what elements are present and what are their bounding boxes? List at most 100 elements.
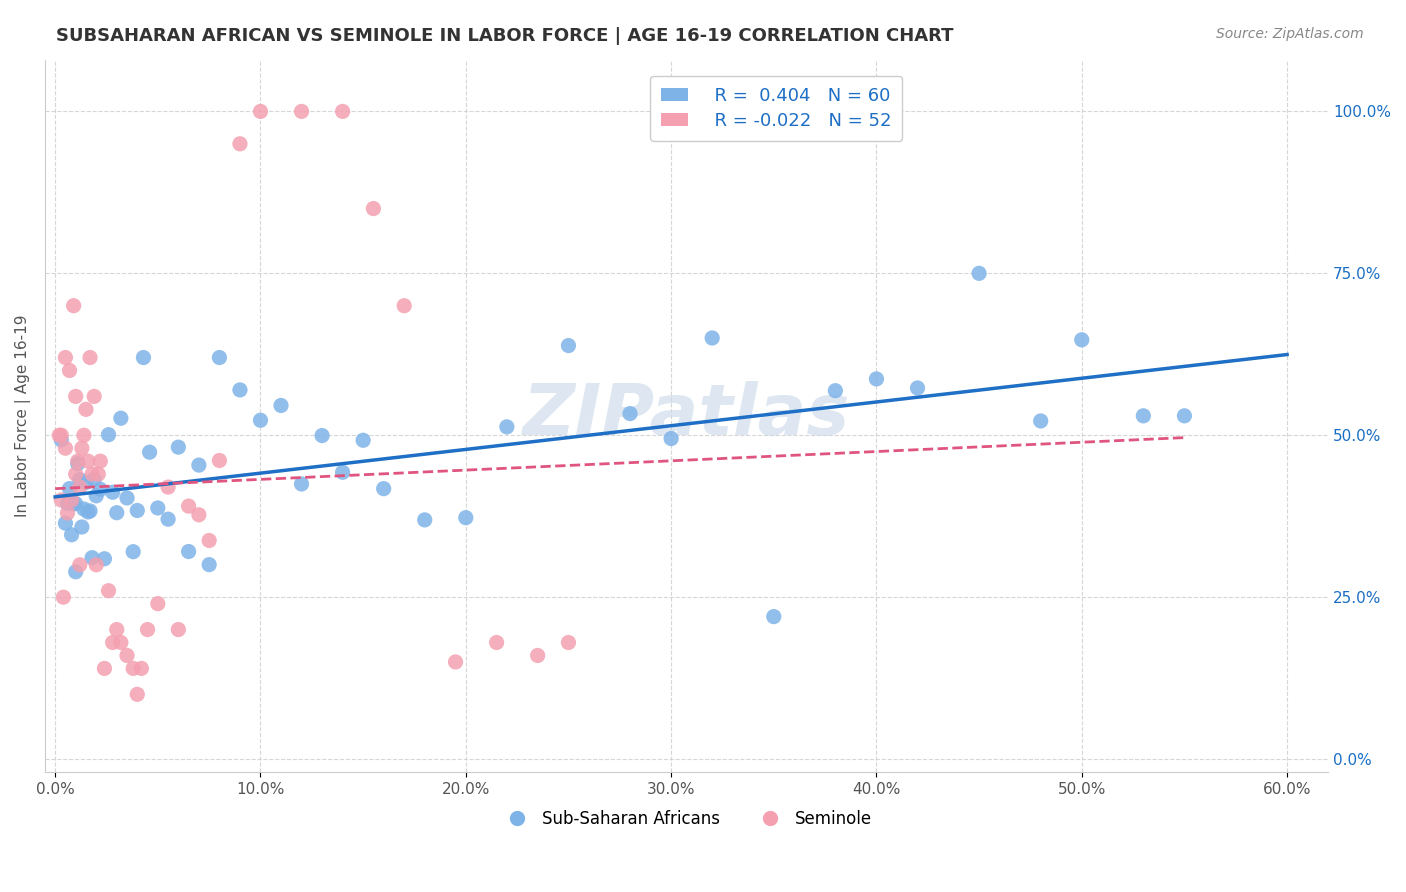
Point <box>495 420 517 434</box>
Point <box>526 648 548 663</box>
Point <box>89 483 111 497</box>
Point <box>97 583 120 598</box>
Point <box>73 502 96 516</box>
Point <box>55 516 77 530</box>
Point <box>177 499 200 513</box>
Y-axis label: In Labor Force | Age 16-19: In Labor Force | Age 16-19 <box>15 315 31 517</box>
Point <box>58 482 80 496</box>
Point <box>131 661 153 675</box>
Point <box>75 402 97 417</box>
Point <box>55 351 77 365</box>
Point <box>311 428 333 442</box>
Point <box>73 428 96 442</box>
Point <box>60 528 83 542</box>
Point <box>51 433 73 447</box>
Point <box>62 497 84 511</box>
Point <box>65 565 87 579</box>
Point <box>83 472 105 486</box>
Point <box>146 500 169 515</box>
Point <box>157 512 180 526</box>
Point <box>249 413 271 427</box>
Point <box>70 520 93 534</box>
Point <box>1070 333 1092 347</box>
Point <box>105 623 128 637</box>
Point <box>56 506 79 520</box>
Point <box>65 467 87 482</box>
Point <box>89 454 111 468</box>
Point <box>702 331 724 345</box>
Point <box>105 506 128 520</box>
Point <box>66 454 89 468</box>
Point <box>290 477 312 491</box>
Point <box>122 544 145 558</box>
Point <box>87 467 110 482</box>
Point <box>373 482 395 496</box>
Legend: Sub-Saharan Africans, Seminole: Sub-Saharan Africans, Seminole <box>494 804 879 835</box>
Text: SUBSAHARAN AFRICAN VS SEMINOLE IN LABOR FORCE | AGE 16-19 CORRELATION CHART: SUBSAHARAN AFRICAN VS SEMINOLE IN LABOR … <box>56 27 953 45</box>
Point <box>332 465 354 479</box>
Point <box>77 505 100 519</box>
Point <box>115 648 138 663</box>
Point <box>110 411 132 425</box>
Point <box>824 384 846 398</box>
Point <box>101 485 124 500</box>
Point <box>75 475 97 490</box>
Point <box>187 508 209 522</box>
Point <box>136 623 159 637</box>
Text: ZIPatlas: ZIPatlas <box>523 381 851 450</box>
Point <box>659 432 682 446</box>
Point <box>865 372 887 386</box>
Point <box>69 473 91 487</box>
Point <box>122 661 145 675</box>
Point <box>229 383 252 397</box>
Point <box>762 609 785 624</box>
Point <box>177 544 200 558</box>
Point <box>967 266 990 280</box>
Point <box>485 635 508 649</box>
Point <box>557 338 579 352</box>
Point <box>52 590 75 604</box>
Point <box>110 635 132 649</box>
Point <box>77 454 100 468</box>
Point <box>229 136 252 151</box>
Point <box>352 434 374 448</box>
Point <box>413 513 436 527</box>
Point <box>146 597 169 611</box>
Point <box>1173 409 1195 423</box>
Point <box>62 299 84 313</box>
Point <box>82 550 104 565</box>
Point <box>444 655 467 669</box>
Point <box>557 635 579 649</box>
Point <box>619 407 641 421</box>
Point <box>363 202 385 216</box>
Point <box>127 687 149 701</box>
Point <box>51 493 73 508</box>
Point <box>907 381 929 395</box>
Point <box>132 351 155 365</box>
Point <box>70 441 93 455</box>
Text: Source: ZipAtlas.com: Source: ZipAtlas.com <box>1216 27 1364 41</box>
Point <box>93 661 115 675</box>
Point <box>101 635 124 649</box>
Point <box>58 363 80 377</box>
Point <box>167 440 190 454</box>
Point <box>69 480 91 494</box>
Point <box>208 351 231 365</box>
Point <box>51 428 73 442</box>
Point <box>93 551 115 566</box>
Point <box>270 399 292 413</box>
Point <box>1029 414 1052 428</box>
Point <box>56 496 79 510</box>
Point <box>187 458 209 472</box>
Point <box>1132 409 1154 423</box>
Point <box>83 389 105 403</box>
Point <box>69 558 91 572</box>
Point <box>55 441 77 455</box>
Point <box>290 104 312 119</box>
Point <box>138 445 160 459</box>
Point <box>115 491 138 505</box>
Point <box>167 623 190 637</box>
Point <box>198 533 221 548</box>
Point <box>249 104 271 119</box>
Point <box>48 428 70 442</box>
